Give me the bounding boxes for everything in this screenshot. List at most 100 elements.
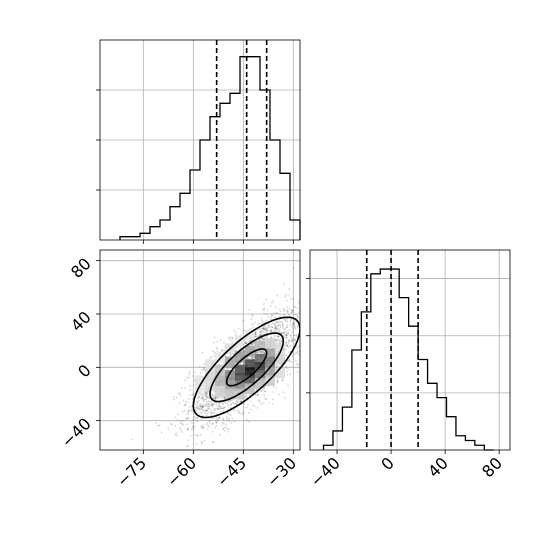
sample-point bbox=[288, 340, 291, 343]
sample-point bbox=[263, 393, 266, 396]
sample-point bbox=[238, 410, 240, 413]
sample-point bbox=[288, 345, 291, 348]
sample-point bbox=[217, 408, 219, 410]
sample-point bbox=[226, 403, 229, 406]
sample-point bbox=[296, 352, 299, 354]
sample-point bbox=[248, 420, 251, 423]
sample-point bbox=[297, 301, 300, 304]
sample-point bbox=[207, 400, 210, 403]
sample-point bbox=[244, 396, 247, 399]
sample-point bbox=[174, 424, 177, 427]
sample-point bbox=[272, 398, 274, 401]
sample-point bbox=[202, 426, 205, 429]
sample-point bbox=[198, 407, 201, 410]
sample-point bbox=[289, 320, 291, 323]
sample-point bbox=[231, 338, 233, 340]
sample-point bbox=[296, 325, 299, 328]
sample-point bbox=[208, 403, 210, 406]
sample-point bbox=[292, 298, 295, 301]
sample-point bbox=[212, 350, 215, 353]
sample-point bbox=[215, 424, 218, 427]
sample-point bbox=[231, 340, 233, 343]
sample-point bbox=[290, 311, 293, 314]
sample-point bbox=[198, 399, 200, 402]
sample-point bbox=[214, 397, 216, 400]
sample-point bbox=[225, 416, 228, 418]
sample-point bbox=[275, 321, 278, 324]
sample-point bbox=[202, 367, 205, 370]
sample-point bbox=[287, 368, 290, 371]
sample-point bbox=[211, 411, 214, 414]
sample-point bbox=[245, 342, 247, 344]
sample-point bbox=[199, 406, 202, 408]
sample-point bbox=[239, 361, 242, 364]
sample-point bbox=[288, 351, 290, 353]
sample-point bbox=[251, 314, 254, 316]
sample-point bbox=[215, 421, 218, 424]
sample-point bbox=[296, 317, 299, 320]
sample-point bbox=[231, 399, 234, 401]
sample-point bbox=[278, 308, 281, 311]
sample-point bbox=[201, 406, 204, 408]
sample-point bbox=[237, 411, 240, 414]
sample-point bbox=[266, 319, 268, 322]
sample-point bbox=[212, 405, 214, 408]
sample-point bbox=[269, 318, 272, 321]
sample-point bbox=[217, 396, 220, 399]
sample-point bbox=[285, 333, 288, 336]
sample-point bbox=[210, 409, 213, 412]
sample-point bbox=[210, 403, 213, 406]
sample-point bbox=[278, 329, 281, 332]
sample-point bbox=[286, 311, 289, 313]
sample-point bbox=[254, 335, 257, 338]
sample-point bbox=[245, 395, 247, 397]
sample-point bbox=[178, 402, 181, 404]
sample-point bbox=[222, 417, 225, 420]
sample-point bbox=[200, 412, 203, 415]
sample-point bbox=[218, 415, 221, 418]
sample-point bbox=[260, 390, 263, 393]
sample-point bbox=[262, 327, 265, 329]
sample-point bbox=[230, 421, 233, 424]
sample-point bbox=[281, 326, 284, 329]
sample-point bbox=[219, 407, 222, 410]
sample-point bbox=[223, 341, 225, 344]
sample-point bbox=[270, 325, 272, 328]
sample-point bbox=[279, 338, 282, 340]
sample-point bbox=[275, 327, 278, 329]
sample-point bbox=[288, 288, 291, 290]
sample-point bbox=[284, 319, 287, 321]
sample-point bbox=[254, 331, 257, 334]
sample-point bbox=[262, 351, 264, 353]
sample-point bbox=[288, 339, 291, 341]
sample-point bbox=[226, 411, 229, 414]
sample-point bbox=[204, 403, 207, 406]
sample-point bbox=[287, 332, 290, 335]
sample-point bbox=[285, 367, 288, 369]
sample-point bbox=[220, 349, 223, 352]
density-cell bbox=[235, 364, 245, 376]
sample-point bbox=[291, 331, 294, 333]
sample-point bbox=[206, 405, 209, 408]
sample-point bbox=[297, 350, 299, 353]
sample-point bbox=[275, 338, 278, 341]
sample-point bbox=[281, 321, 283, 323]
sample-point bbox=[240, 400, 243, 403]
sample-point bbox=[286, 345, 289, 348]
sample-point bbox=[195, 401, 198, 403]
sample-point bbox=[297, 353, 300, 355]
sample-point bbox=[195, 404, 198, 407]
sample-point bbox=[282, 332, 285, 335]
sample-point bbox=[211, 417, 214, 420]
sample-point bbox=[253, 341, 255, 344]
sample-point bbox=[217, 417, 219, 419]
density-cell bbox=[215, 364, 225, 376]
sample-point bbox=[257, 328, 260, 331]
density-cell bbox=[255, 340, 265, 352]
sample-point bbox=[202, 398, 204, 401]
sample-point bbox=[200, 403, 203, 406]
sample-point bbox=[211, 393, 214, 396]
sample-point bbox=[236, 402, 239, 404]
sample-point bbox=[281, 324, 284, 327]
sample-point bbox=[179, 392, 181, 394]
